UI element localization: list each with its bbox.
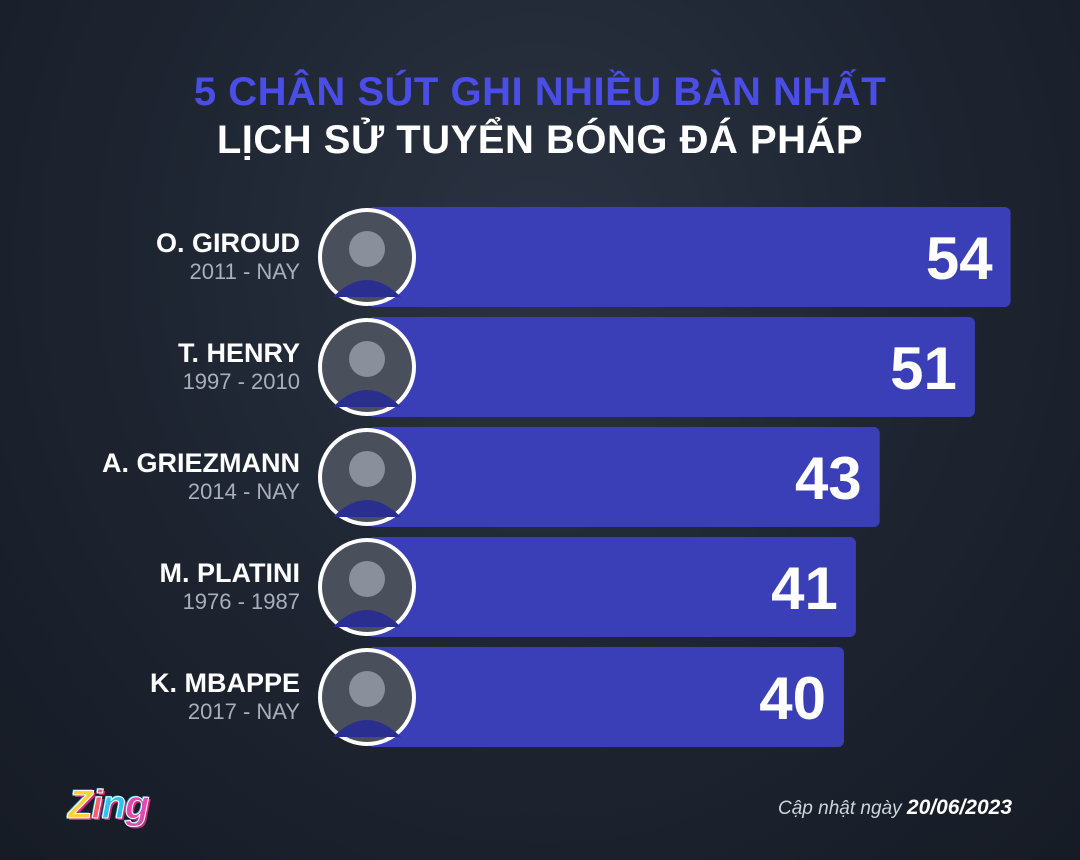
value-label-k-mbappe: 40: [759, 665, 826, 732]
bar-o-giroud: [368, 207, 1011, 307]
player-years-m-platini: 1976 - 1987: [183, 589, 300, 614]
updated-label: Cập nhật ngày: [778, 798, 902, 819]
value-label-a-griezmann: 43: [795, 445, 862, 512]
player-name-k-mbappe: K. MBAPPE: [150, 668, 300, 698]
avatar-head-m-platini: [349, 561, 385, 597]
value-label-t-henry: 51: [890, 335, 957, 402]
player-name-m-platini: M. PLATINI: [160, 558, 300, 588]
player-name-a-griezmann: A. GRIEZMANN: [102, 448, 300, 478]
player-years-t-henry: 1997 - 2010: [183, 369, 300, 394]
value-label-m-platini: 41: [771, 555, 838, 622]
avatar-shoulders-t-henry: [333, 390, 401, 407]
bar-k-mbappe: [368, 647, 844, 747]
avatar-head-a-griezmann: [349, 451, 385, 487]
chart-title-line1: 5 CHÂN SÚT GHI NHIỀU BÀN NHẤT: [193, 70, 887, 114]
bar-m-platini: [368, 537, 856, 637]
bar-t-henry: [368, 317, 975, 417]
avatar-shoulders-m-platini: [333, 610, 401, 627]
avatar-shoulders-o-giroud: [333, 280, 401, 297]
player-years-o-giroud: 2011 - NAY: [190, 259, 301, 284]
avatar-shoulders-k-mbappe: [333, 720, 401, 737]
player-name-o-giroud: O. GIROUD: [156, 228, 300, 258]
chart-title-line2: LỊCH SỬ TUYỂN BÓNG ĐÁ PHÁP: [216, 118, 864, 162]
player-years-k-mbappe: 2017 - NAY: [188, 699, 300, 724]
avatar-head-o-giroud: [349, 231, 385, 267]
value-label-o-giroud: 54: [926, 225, 993, 292]
avatar-head-k-mbappe: [349, 671, 385, 707]
player-name-t-henry: T. HENRY: [178, 338, 300, 368]
player-years-a-griezmann: 2014 - NAY: [188, 479, 300, 504]
updated-note: Cập nhật ngày 20/06/2023: [778, 796, 1012, 820]
avatar-shoulders-a-griezmann: [333, 500, 401, 517]
avatar-head-t-henry: [349, 341, 385, 377]
bar-a-griezmann: [368, 427, 880, 527]
zing-logo: Zing: [67, 783, 149, 828]
updated-date: 20/06/2023: [906, 796, 1012, 819]
